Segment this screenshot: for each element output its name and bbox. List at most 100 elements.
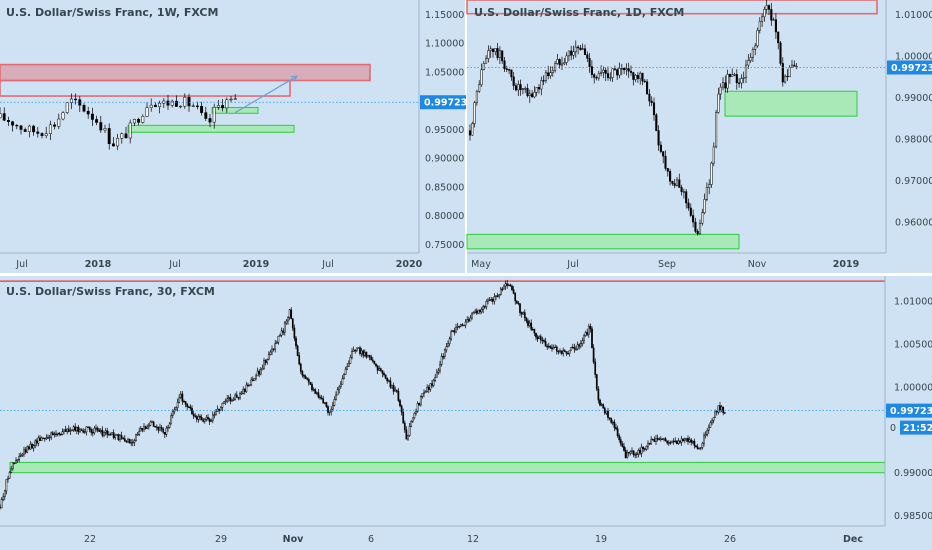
candle-body xyxy=(572,51,575,56)
price-tick-label: 0.75000 xyxy=(425,240,464,251)
candle-body xyxy=(588,58,591,67)
candle-body xyxy=(367,355,369,358)
intraday-price-axis xyxy=(885,276,932,526)
time-tick-label: May xyxy=(471,259,491,270)
weekly-chart-title: U.S. Dollar/Swiss Franc, 1W, FXCM xyxy=(6,6,218,19)
candle-body xyxy=(528,93,531,97)
candle-body xyxy=(137,119,141,123)
candle-body xyxy=(133,440,136,443)
candle-body xyxy=(623,68,626,71)
candle-body xyxy=(531,93,534,98)
resistance-zone-0[interactable] xyxy=(0,63,371,82)
price-tick-label: 0.98000 xyxy=(895,134,932,145)
candle-body xyxy=(269,351,272,355)
candle-body xyxy=(594,361,597,375)
candle-body xyxy=(602,69,605,73)
candle-body xyxy=(636,75,639,79)
daily-price-ticks: 1.01000 1.00000 0.99000 0.98000 0.97000 0.960… xyxy=(895,10,932,228)
candle-body xyxy=(522,312,525,315)
candle-body xyxy=(250,379,253,386)
candle-body xyxy=(579,47,582,50)
candle-body xyxy=(37,437,40,444)
candle-body xyxy=(53,124,57,127)
weekly-chart-panel[interactable]: U.S. Dollar/Swiss Franc, 1W, FXCM 1.1500… xyxy=(0,0,467,273)
candle-body xyxy=(338,386,341,390)
candle-body xyxy=(600,72,603,74)
candle-body xyxy=(203,419,206,422)
candle-body xyxy=(510,69,513,78)
candle-body xyxy=(671,440,673,444)
candle-body xyxy=(512,76,515,86)
candle-body xyxy=(597,73,600,79)
candle-body xyxy=(407,435,409,440)
support-zone-2[interactable] xyxy=(466,233,740,250)
resistance-zone-1[interactable] xyxy=(0,79,291,97)
candle-body xyxy=(320,397,323,399)
projection-arrow[interactable] xyxy=(234,75,298,114)
candle-body xyxy=(487,50,490,59)
candle-body xyxy=(158,103,162,108)
support-zone-1[interactable] xyxy=(724,90,858,117)
candle-body xyxy=(319,396,321,399)
time-tick-label: Dec xyxy=(843,534,863,545)
support-zone-1[interactable] xyxy=(9,461,886,474)
candle-body xyxy=(451,330,454,333)
candle-body xyxy=(714,411,717,418)
time-tick-label: 2019 xyxy=(833,259,859,270)
candle-body xyxy=(521,88,524,91)
candle-body xyxy=(104,430,107,433)
candle-body xyxy=(583,48,587,55)
candle-body xyxy=(285,320,288,324)
candle-body xyxy=(751,49,754,58)
candle-body xyxy=(611,421,614,424)
support-zone-3[interactable] xyxy=(127,124,295,133)
candle-body xyxy=(503,285,505,290)
candle-body xyxy=(528,322,531,326)
candle-body xyxy=(453,330,456,333)
candle-body xyxy=(248,384,251,386)
candle-body xyxy=(131,441,134,444)
candle-body xyxy=(157,426,160,431)
candle-body xyxy=(567,353,569,355)
candle-body xyxy=(21,453,24,456)
daily-chart-title: U.S. Dollar/Swiss Franc, 1D, FXCM xyxy=(474,6,684,19)
price-tick-label: 0.99000 xyxy=(894,468,932,479)
candle-body xyxy=(221,105,225,109)
candle-body xyxy=(535,332,537,338)
candle-body xyxy=(191,105,195,107)
candle-body xyxy=(767,5,771,10)
candle-body xyxy=(779,42,782,64)
candle-body xyxy=(34,440,37,446)
candle-body xyxy=(701,443,704,448)
candle-body xyxy=(696,446,699,449)
candle-body xyxy=(215,411,217,416)
intraday-chart-panel[interactable]: U.S. Dollar/Swiss Franc, 30, FXCM 1.0100… xyxy=(0,276,932,550)
support-zone-2[interactable] xyxy=(211,107,259,114)
candle-body xyxy=(231,400,233,402)
candle-body xyxy=(51,432,54,435)
candle-body xyxy=(688,439,691,442)
resistance-zone-0[interactable] xyxy=(466,0,878,15)
daily-chart-panel[interactable]: U.S. Dollar/Swiss Franc, 1D, FXCM 1.0100… xyxy=(466,0,932,273)
candle-body xyxy=(355,347,358,351)
daily-time-ticks: May Jul Sep Nov 2019 xyxy=(471,259,859,270)
candle-body xyxy=(656,438,659,440)
candle-body xyxy=(562,350,565,354)
candle-body xyxy=(312,389,315,391)
candle-body xyxy=(317,392,320,398)
candle-body xyxy=(526,88,529,97)
projection-arrow-head xyxy=(290,75,299,82)
candle-body xyxy=(416,403,419,412)
candle-body xyxy=(141,116,145,123)
candle-body xyxy=(651,439,654,441)
candle-body xyxy=(531,329,534,331)
candle-body xyxy=(461,324,464,326)
candle-body xyxy=(170,415,173,425)
candle-body xyxy=(98,429,101,432)
candle-body xyxy=(106,430,109,435)
candle-body xyxy=(519,303,521,313)
candle-body xyxy=(581,340,584,344)
candle-body xyxy=(637,450,640,455)
candle-body xyxy=(723,412,726,414)
candle-body xyxy=(389,380,392,388)
